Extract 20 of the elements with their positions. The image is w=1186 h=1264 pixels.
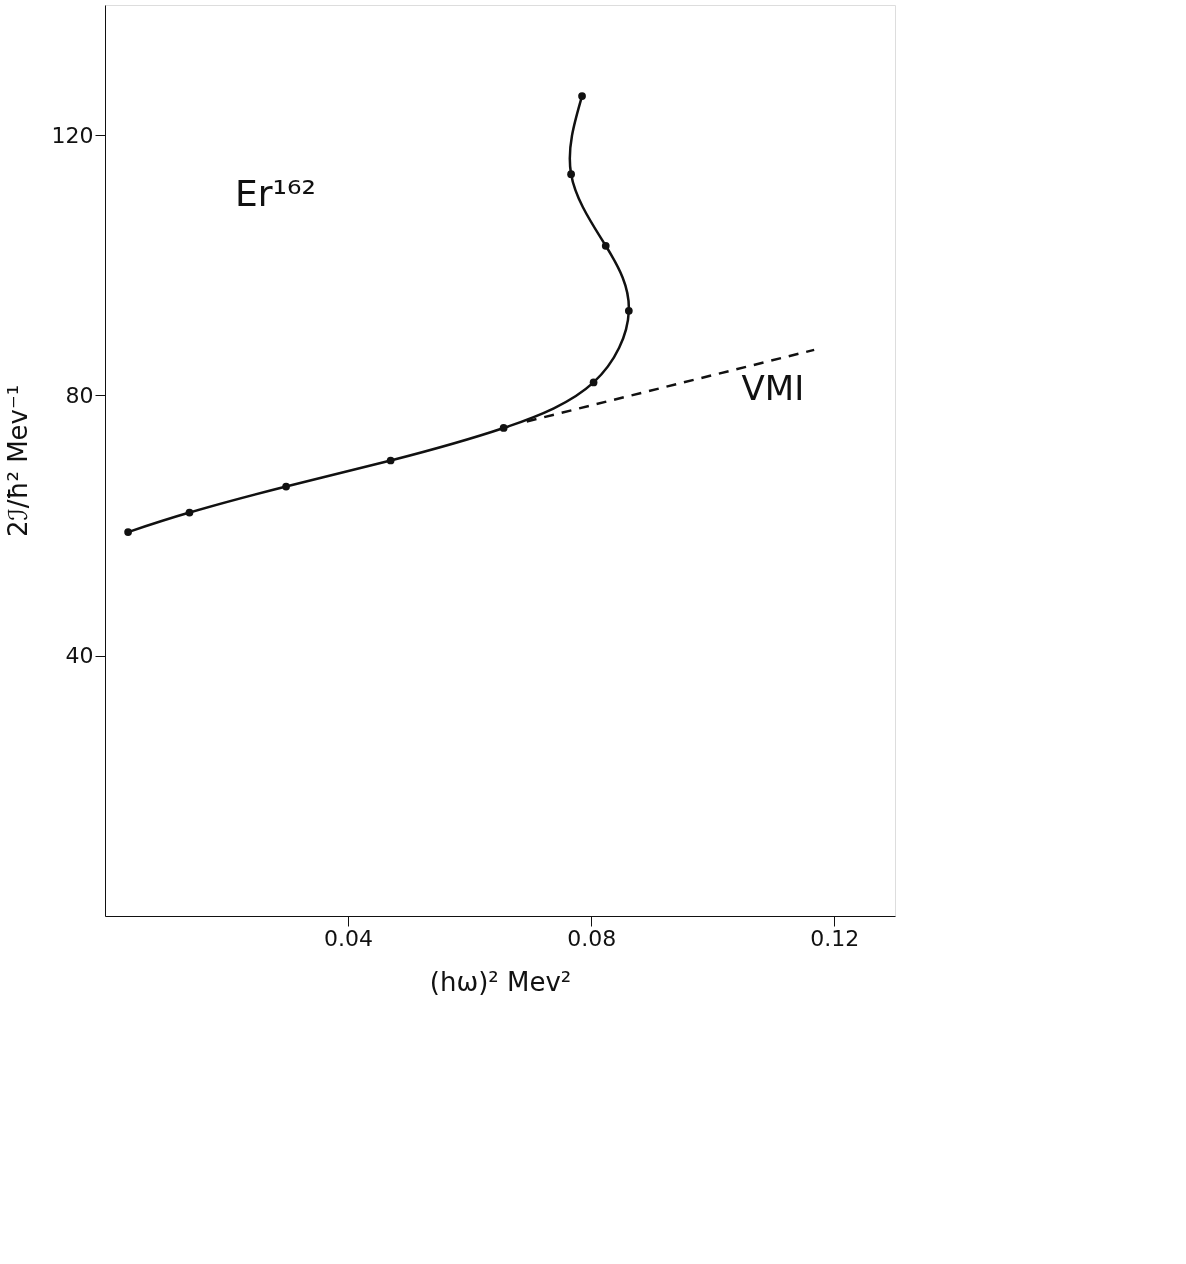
y-tick-label: 40 bbox=[65, 643, 94, 669]
point bbox=[589, 378, 598, 387]
x-tick-label: 0.12 bbox=[810, 925, 860, 951]
point bbox=[601, 241, 610, 250]
point bbox=[624, 306, 633, 315]
point bbox=[578, 92, 586, 100]
point bbox=[386, 456, 395, 465]
point bbox=[185, 508, 194, 517]
y-axis-title: 2ℐ/ħ² Mev⁻¹ bbox=[2, 384, 33, 538]
point bbox=[499, 424, 508, 432]
annotation: Er¹⁶² bbox=[235, 173, 316, 214]
point bbox=[124, 528, 132, 536]
series-label: VMI bbox=[741, 367, 805, 408]
x-axis-title: (hω)² Mev² bbox=[429, 966, 572, 997]
y-tick-label: 120 bbox=[51, 122, 94, 148]
x-tick-label: 0.04 bbox=[324, 925, 374, 951]
point bbox=[567, 170, 575, 179]
point bbox=[282, 482, 290, 491]
y-tick-label: 80 bbox=[65, 382, 94, 408]
x-tick-label: 0.08 bbox=[567, 925, 617, 951]
